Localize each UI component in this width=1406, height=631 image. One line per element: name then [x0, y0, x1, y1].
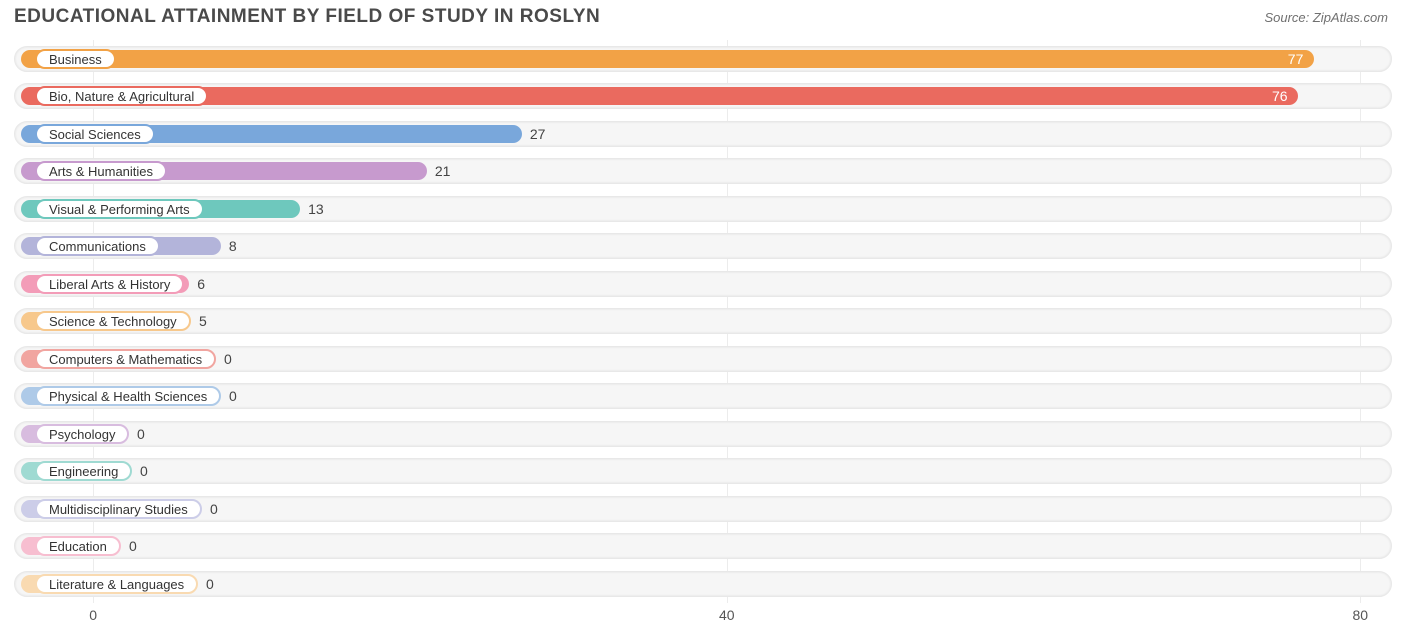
- bar-track: Bio, Nature & Agricultural 76: [14, 83, 1392, 109]
- bar-label: Computers & Mathematics: [35, 349, 216, 369]
- bar-label: Visual & Performing Arts: [35, 199, 204, 219]
- bar-row: Communications 8: [14, 228, 1392, 266]
- bar-track: Physical & Health Sciences 0: [14, 383, 1392, 409]
- bar-row: Education 0: [14, 528, 1392, 566]
- bar-track: Social Sciences 27: [14, 121, 1392, 147]
- chart-source: Source: ZipAtlas.com: [1264, 10, 1388, 25]
- bar-label: Science & Technology: [35, 311, 191, 331]
- bar-value: 21: [435, 163, 451, 179]
- bar-track: Arts & Humanities 21: [14, 158, 1392, 184]
- bar-value: 0: [137, 426, 145, 442]
- bar-track: Visual & Performing Arts 13: [14, 196, 1392, 222]
- bar-label: Literature & Languages: [35, 574, 198, 594]
- chart-container: EDUCATIONAL ATTAINMENT BY FIELD OF STUDY…: [0, 0, 1406, 631]
- bar-label: Multidisciplinary Studies: [35, 499, 202, 519]
- bar-label: Business: [35, 49, 116, 69]
- bar-value: 0: [224, 351, 232, 367]
- bar-label: Psychology: [35, 424, 129, 444]
- bar-track: Communications 8: [14, 233, 1392, 259]
- bar-value: 0: [206, 576, 214, 592]
- bar-value: 76: [1272, 88, 1288, 104]
- bar-value: 0: [129, 538, 137, 554]
- bar-row: Physical & Health Sciences 0: [14, 378, 1392, 416]
- x-axis: 0 40 80: [14, 607, 1392, 627]
- axis-tick: 40: [719, 607, 735, 623]
- bar-value: 27: [530, 126, 546, 142]
- bar-row: Computers & Mathematics 0: [14, 340, 1392, 378]
- bar-track: Liberal Arts & History 6: [14, 271, 1392, 297]
- bar-value: 13: [308, 201, 324, 217]
- bar-label: Engineering: [35, 461, 132, 481]
- bar-value: 5: [199, 313, 207, 329]
- bar-track: Education 0: [14, 533, 1392, 559]
- bar-label: Education: [35, 536, 121, 556]
- bar-track: Psychology 0: [14, 421, 1392, 447]
- axis-tick: 0: [89, 607, 97, 623]
- bar-row: Multidisciplinary Studies 0: [14, 490, 1392, 528]
- bar-value: 8: [229, 238, 237, 254]
- bar-track: Multidisciplinary Studies 0: [14, 496, 1392, 522]
- bar-track: Computers & Mathematics 0: [14, 346, 1392, 372]
- bar-label: Liberal Arts & History: [35, 274, 184, 294]
- bar-row: Bio, Nature & Agricultural 76: [14, 78, 1392, 116]
- bar-value: 77: [1288, 51, 1304, 67]
- bar-row: Arts & Humanities 21: [14, 153, 1392, 191]
- bar-fill: [21, 87, 1298, 105]
- bar-track: Engineering 0: [14, 458, 1392, 484]
- bar-row: Social Sciences 27: [14, 115, 1392, 153]
- bar-row: Literature & Languages 0: [14, 565, 1392, 603]
- bar-label: Arts & Humanities: [35, 161, 167, 181]
- chart-title: EDUCATIONAL ATTAINMENT BY FIELD OF STUDY…: [14, 6, 600, 28]
- bar-value: 6: [197, 276, 205, 292]
- bar-value: 0: [229, 388, 237, 404]
- bar-row: Business 77: [14, 40, 1392, 78]
- bar-track: Literature & Languages 0: [14, 571, 1392, 597]
- bar-row: Engineering 0: [14, 453, 1392, 491]
- bar-row: Psychology 0: [14, 415, 1392, 453]
- bar-value: 0: [140, 463, 148, 479]
- chart-area: Business 77 Bio, Nature & Agricultural 76 So…: [14, 40, 1392, 603]
- bar-label: Bio, Nature & Agricultural: [35, 86, 208, 106]
- bar-track: Science & Technology 5: [14, 308, 1392, 334]
- bar-track: Business 77: [14, 46, 1392, 72]
- bar-row: Visual & Performing Arts 13: [14, 190, 1392, 228]
- bar-label: Physical & Health Sciences: [35, 386, 221, 406]
- bar-value: 0: [210, 501, 218, 517]
- axis-tick: 80: [1353, 607, 1369, 623]
- bar-label: Communications: [35, 236, 160, 256]
- bar-fill: [21, 50, 1314, 68]
- bar-row: Science & Technology 5: [14, 303, 1392, 341]
- bar-row: Liberal Arts & History 6: [14, 265, 1392, 303]
- bar-label: Social Sciences: [35, 124, 155, 144]
